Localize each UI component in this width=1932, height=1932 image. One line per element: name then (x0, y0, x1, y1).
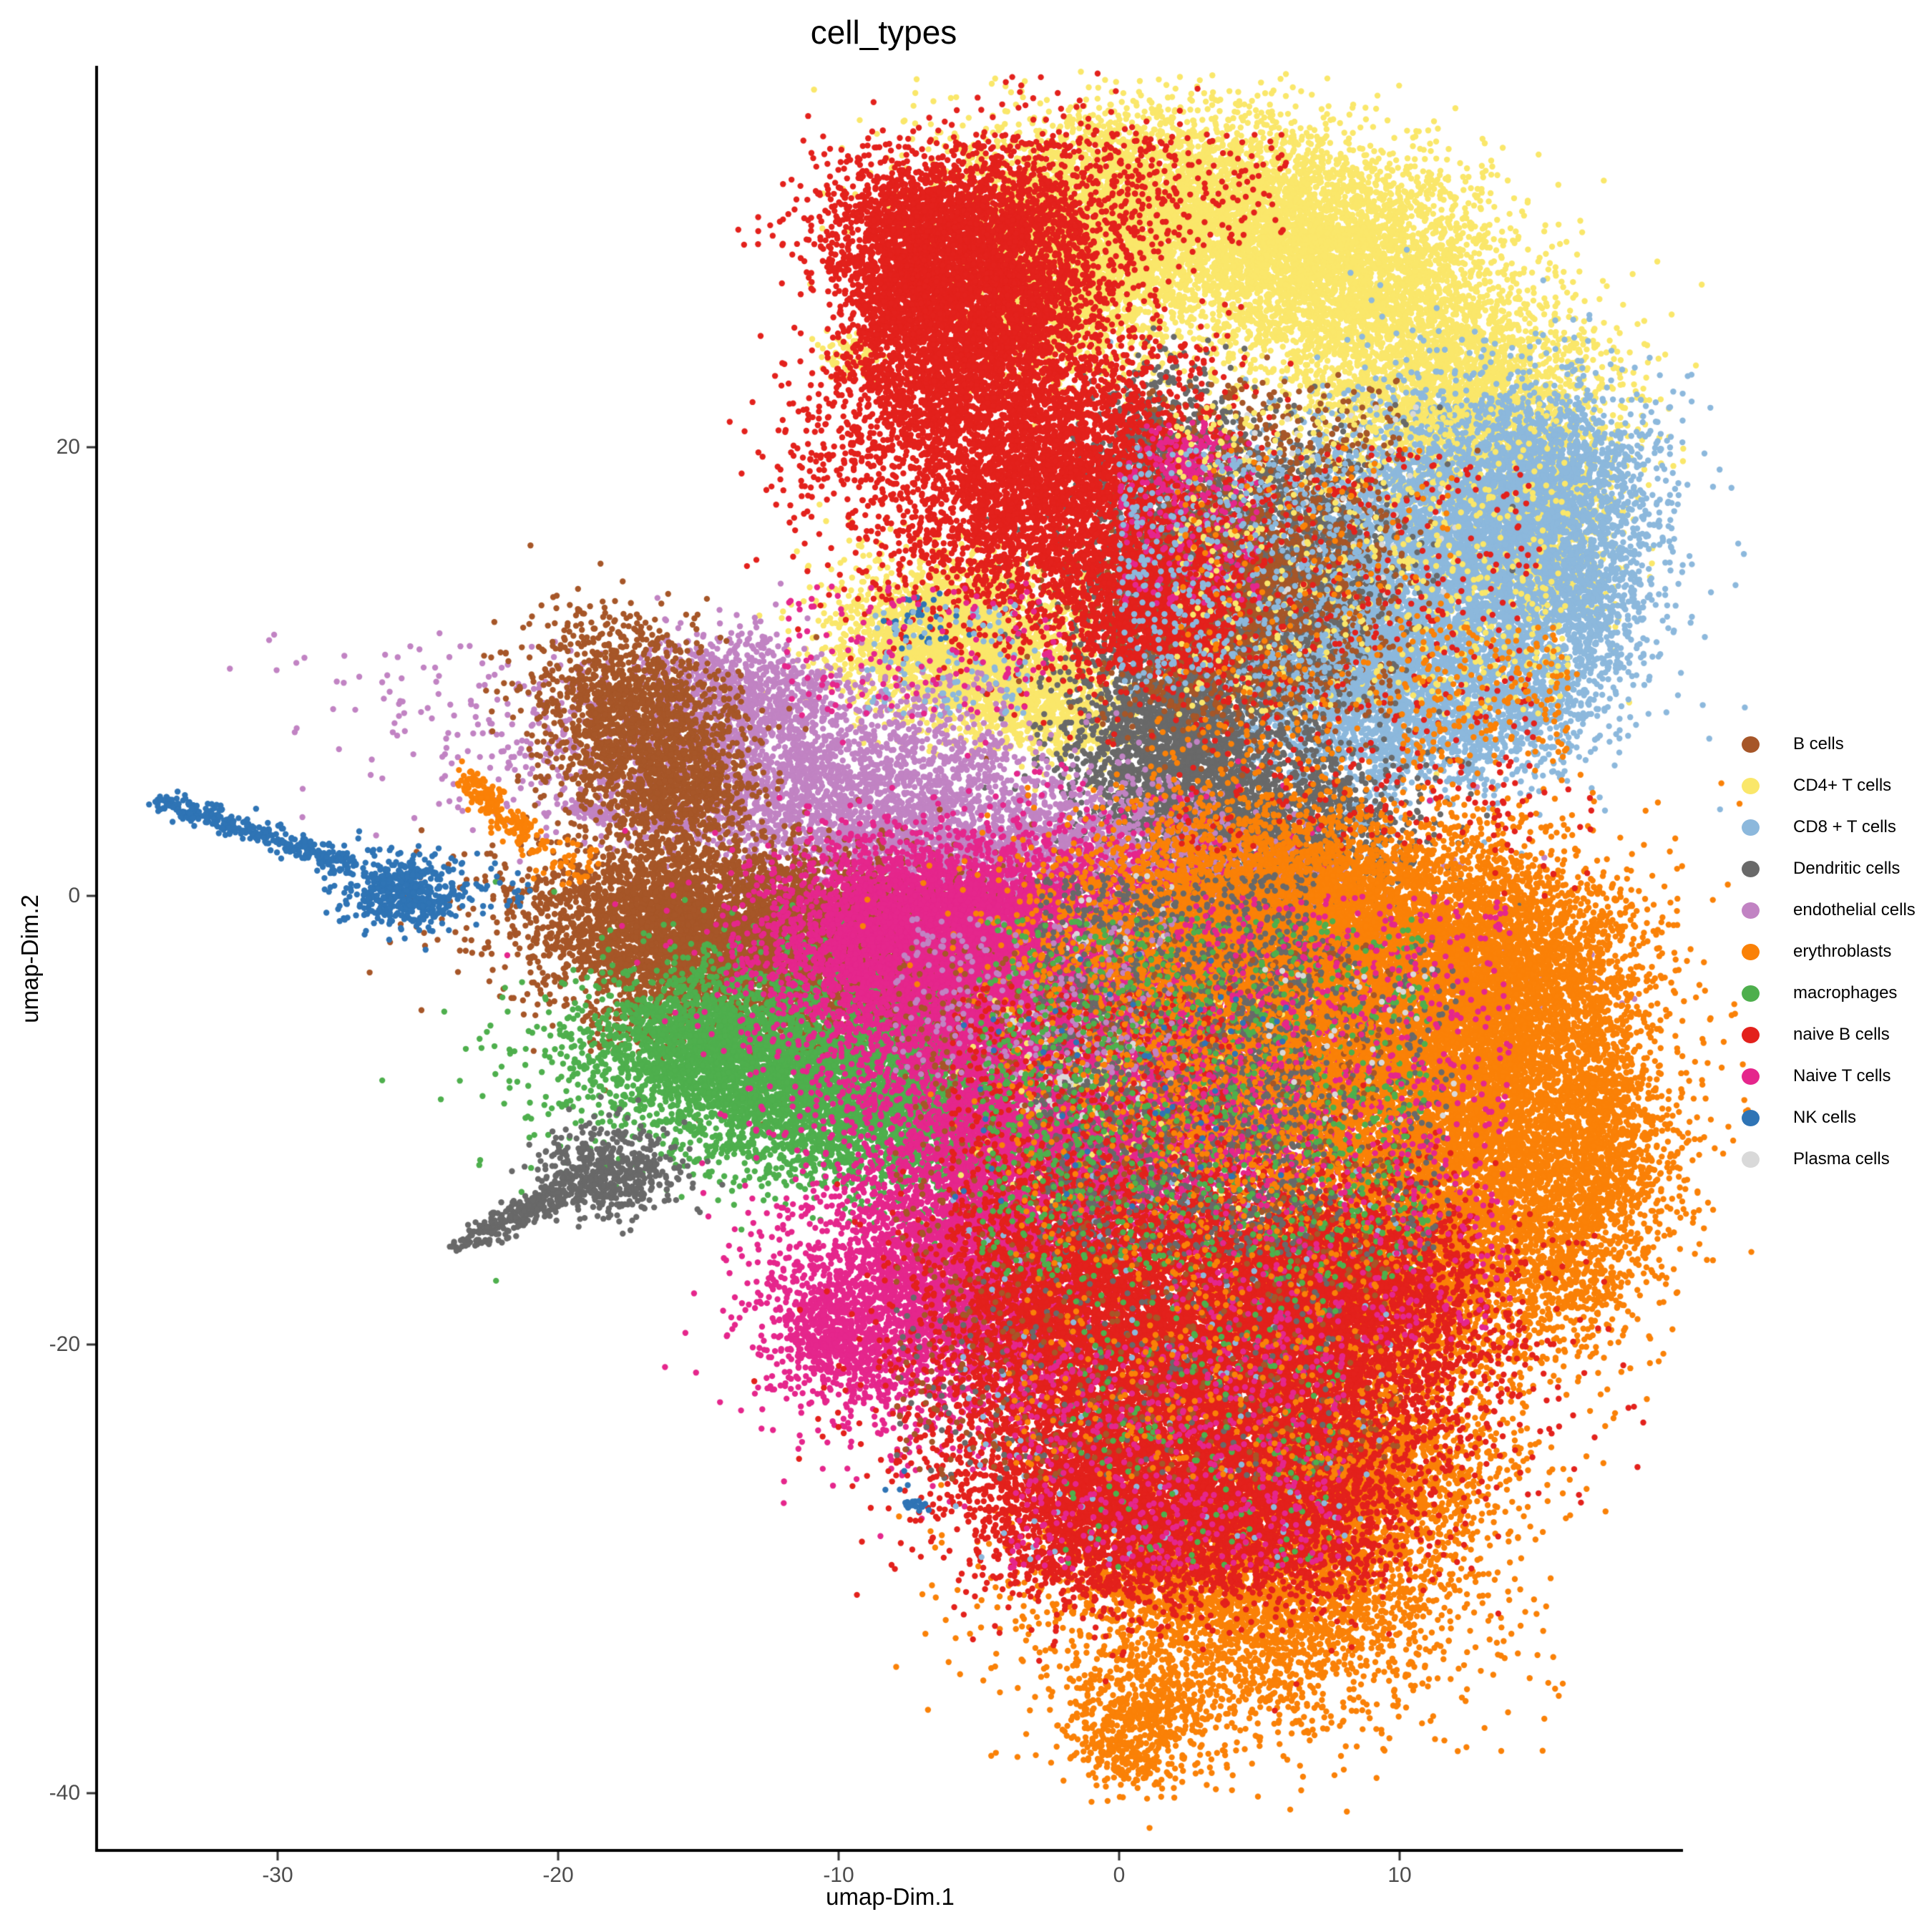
legend-item-naive-b-cells: naive B cells (1740, 1014, 1916, 1055)
legend-swatch (1742, 819, 1760, 836)
legend-item-plasma-cells: Plasma cells (1740, 1138, 1916, 1180)
legend-swatch (1742, 1151, 1760, 1168)
legend-swatch (1742, 1109, 1760, 1126)
x-tick-label: 10 (1387, 1863, 1412, 1887)
legend-label: erythroblasts (1793, 942, 1892, 961)
legend-swatch (1742, 736, 1760, 753)
legend-item-cd8-t-cells: CD8 + T cells (1740, 806, 1916, 848)
legend-swatch (1742, 777, 1760, 794)
legend-item-erythroblasts: erythroblasts (1740, 931, 1916, 972)
legend-label: CD8 + T cells (1793, 817, 1896, 836)
legend-item-naive-t-cells: Naive T cells (1740, 1055, 1916, 1097)
y-tick-label: 0 (68, 884, 80, 907)
legend-label: CD4+ T cells (1793, 776, 1892, 795)
legend-swatch (1742, 943, 1760, 960)
legend-label: naive B cells (1793, 1025, 1890, 1044)
y-tick-label: -20 (49, 1332, 80, 1356)
legend-swatch (1742, 1026, 1760, 1043)
y-axis-title: umap-Dim.2 (16, 894, 43, 1023)
x-tick-label: -30 (262, 1863, 293, 1887)
legend-label: B cells (1793, 734, 1844, 753)
y-tick-label: 20 (56, 435, 80, 459)
legend-label: Plasma cells (1793, 1149, 1890, 1169)
x-axis-title: umap-Dim.1 (826, 1883, 955, 1910)
legend-label: macrophages (1793, 983, 1898, 1002)
legend-swatch (1742, 902, 1760, 919)
x-tick-label: -20 (542, 1863, 574, 1887)
legend-swatch (1742, 985, 1760, 1002)
legend: B cells CD4+ T cells CD8 + T cells Dendr… (1740, 723, 1916, 1180)
x-tick-label: 0 (1113, 1863, 1126, 1887)
legend-label: endothelial cells (1793, 900, 1916, 919)
x-tick-label: -10 (823, 1863, 854, 1887)
legend-label: Dendritic cells (1793, 859, 1901, 878)
chart-title: cell_types (810, 14, 957, 51)
legend-item-cd4-t-cells: CD4+ T cells (1740, 765, 1916, 806)
legend-swatch (1742, 860, 1760, 877)
legend-label: Naive T cells (1793, 1066, 1891, 1085)
legend-item-macrophages: macrophages (1740, 972, 1916, 1014)
legend-item-nk-cells: NK cells (1740, 1097, 1916, 1138)
legend-swatch (1742, 1068, 1760, 1085)
y-tick-label: -40 (49, 1781, 80, 1805)
legend-item-b-cells: B cells (1740, 723, 1916, 765)
legend-item-endothelial-cells: endothelial cells (1740, 889, 1916, 931)
legend-item-dendritic-cells: Dendritic cells (1740, 848, 1916, 889)
legend-label: NK cells (1793, 1108, 1857, 1127)
